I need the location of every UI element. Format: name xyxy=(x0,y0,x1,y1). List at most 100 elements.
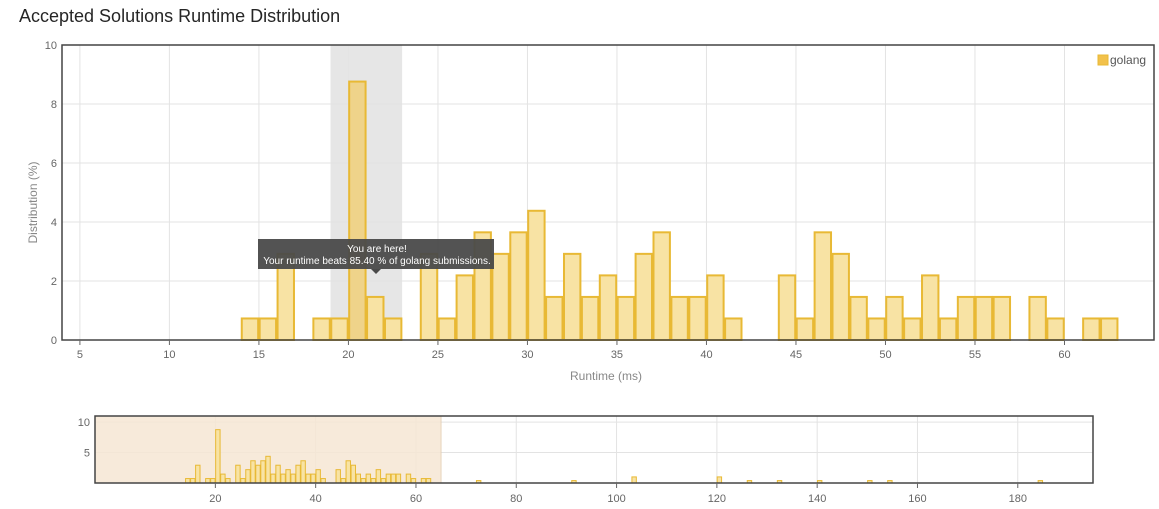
navigator-bar xyxy=(887,480,893,484)
histogram-bar[interactable] xyxy=(455,274,474,341)
navigator-bar xyxy=(280,473,286,484)
histogram-bar[interactable] xyxy=(330,317,349,341)
histogram-bar[interactable] xyxy=(312,317,331,341)
x-tick-label: 10 xyxy=(163,349,175,361)
histogram-bar[interactable] xyxy=(1046,317,1065,341)
y-tick-label: 0 xyxy=(51,335,57,347)
navigator-bar xyxy=(1037,480,1044,484)
navigator-bar xyxy=(420,478,427,484)
histogram-bar[interactable] xyxy=(777,274,797,341)
navigator-bar xyxy=(571,480,577,484)
y-tick-label: 8 xyxy=(51,99,57,111)
navigator-bar xyxy=(365,473,372,484)
y-tick-label: 6 xyxy=(51,158,57,170)
navigator-bar xyxy=(250,460,256,484)
tooltip-line-2: Your runtime beats 85.40 % of golang sub… xyxy=(263,256,491,267)
histogram-bar[interactable] xyxy=(885,295,904,341)
histogram-bar[interactable] xyxy=(813,231,833,341)
histogram-bar[interactable] xyxy=(1100,317,1119,341)
histogram-bar[interactable] xyxy=(706,274,725,341)
histogram-bar[interactable] xyxy=(240,317,260,341)
navigator-x-tick-label: 120 xyxy=(708,493,726,505)
navigator-bar xyxy=(285,469,291,484)
legend-swatch xyxy=(1097,54,1109,66)
histogram-bar[interactable] xyxy=(509,231,528,341)
navigator-bar xyxy=(360,478,367,484)
navigator-bar xyxy=(220,473,226,484)
x-tick-label: 35 xyxy=(611,349,623,361)
navigator-bar xyxy=(210,478,216,484)
histogram-bar[interactable] xyxy=(831,252,850,341)
histogram-bar[interactable] xyxy=(956,295,976,341)
navigator-bar xyxy=(260,460,266,484)
histogram-bar[interactable] xyxy=(795,317,815,341)
x-tick-label: 55 xyxy=(969,349,981,361)
navigator-bar xyxy=(410,478,417,484)
navigator-bar xyxy=(370,478,377,484)
navigator-bar xyxy=(265,455,271,484)
navigator-frame xyxy=(94,415,1094,484)
navigator-selection[interactable] xyxy=(94,415,442,484)
navigator-bar xyxy=(235,464,241,484)
x-axis-title: Runtime (ms) xyxy=(570,369,642,383)
histogram-bar[interactable] xyxy=(903,317,922,341)
histogram-bar[interactable] xyxy=(1082,317,1101,341)
histogram-bar[interactable] xyxy=(562,252,582,341)
navigator-bar xyxy=(405,473,412,484)
y-tick-label: 2 xyxy=(51,276,57,288)
navigator-bar xyxy=(295,464,301,484)
x-tick-label: 60 xyxy=(1058,349,1070,361)
runtime-distribution-chart[interactable]: 5 10 15 20 25 30 35 40 45 50 55 60 0 2 4 6 8 10 Runtime (m… xyxy=(0,0,1159,390)
your-runtime-bar[interactable] xyxy=(348,80,367,342)
navigator-bar xyxy=(205,478,211,484)
navigator-bar xyxy=(185,478,191,484)
navigator-x-tick-label: 20 xyxy=(209,493,221,505)
histogram-bar[interactable] xyxy=(992,295,1012,341)
histogram-bar[interactable] xyxy=(849,295,868,341)
navigator-bar xyxy=(310,473,316,484)
chart-title: Accepted Solutions Runtime Distribution xyxy=(19,6,341,26)
histogram-bar[interactable] xyxy=(545,295,564,341)
navigator-x-tick-label: 100 xyxy=(607,493,625,505)
histogram-bar[interactable] xyxy=(383,317,403,341)
histogram-bar[interactable] xyxy=(598,274,618,341)
x-tick-label: 45 xyxy=(790,349,802,361)
histogram-bar[interactable] xyxy=(366,295,385,341)
navigator-x-tick-label: 40 xyxy=(310,493,322,505)
navigator-bar xyxy=(375,469,382,484)
histogram-bar[interactable] xyxy=(867,317,886,341)
navigator-bar xyxy=(395,473,402,484)
navigator-x-tick-label: 80 xyxy=(510,493,522,505)
histogram-bar[interactable] xyxy=(921,274,940,341)
histogram-bar[interactable] xyxy=(652,231,671,341)
navigator-x-tick-label: 60 xyxy=(410,493,422,505)
histogram-bar[interactable] xyxy=(491,252,510,341)
x-tick-label: 25 xyxy=(432,349,444,361)
histogram-bar[interactable] xyxy=(616,295,636,341)
navigator-bar xyxy=(275,464,281,484)
histogram-bar[interactable] xyxy=(974,295,994,341)
navigator-bar xyxy=(746,480,753,484)
navigator-bar xyxy=(225,478,231,484)
histogram-bar[interactable] xyxy=(580,295,600,341)
histogram-bar[interactable] xyxy=(688,295,707,341)
navigator-bar xyxy=(425,478,432,484)
histogram-bar[interactable] xyxy=(938,317,958,341)
y-tick-label: 10 xyxy=(45,40,57,52)
navigator-bar xyxy=(867,480,873,484)
histogram-bar[interactable] xyxy=(670,295,689,341)
histogram-bar[interactable] xyxy=(1028,295,1047,341)
navigator-bar xyxy=(300,460,306,484)
navigator-x-tick-label: 160 xyxy=(908,493,926,505)
navigator-bar xyxy=(631,476,637,484)
histogram-bar[interactable] xyxy=(527,209,546,341)
navigator-bar xyxy=(335,469,341,484)
navigator-bar xyxy=(245,469,251,484)
legend[interactable]: golang xyxy=(1097,53,1146,67)
navigator-bar xyxy=(215,429,221,484)
histogram-bar[interactable] xyxy=(724,317,743,341)
histogram-bar[interactable] xyxy=(634,252,654,341)
histogram-bar[interactable] xyxy=(437,317,457,341)
histogram-bar[interactable] xyxy=(258,317,278,341)
you-are-here-tooltip: You are here!Your runtime beats 85.40 % … xyxy=(258,239,494,274)
